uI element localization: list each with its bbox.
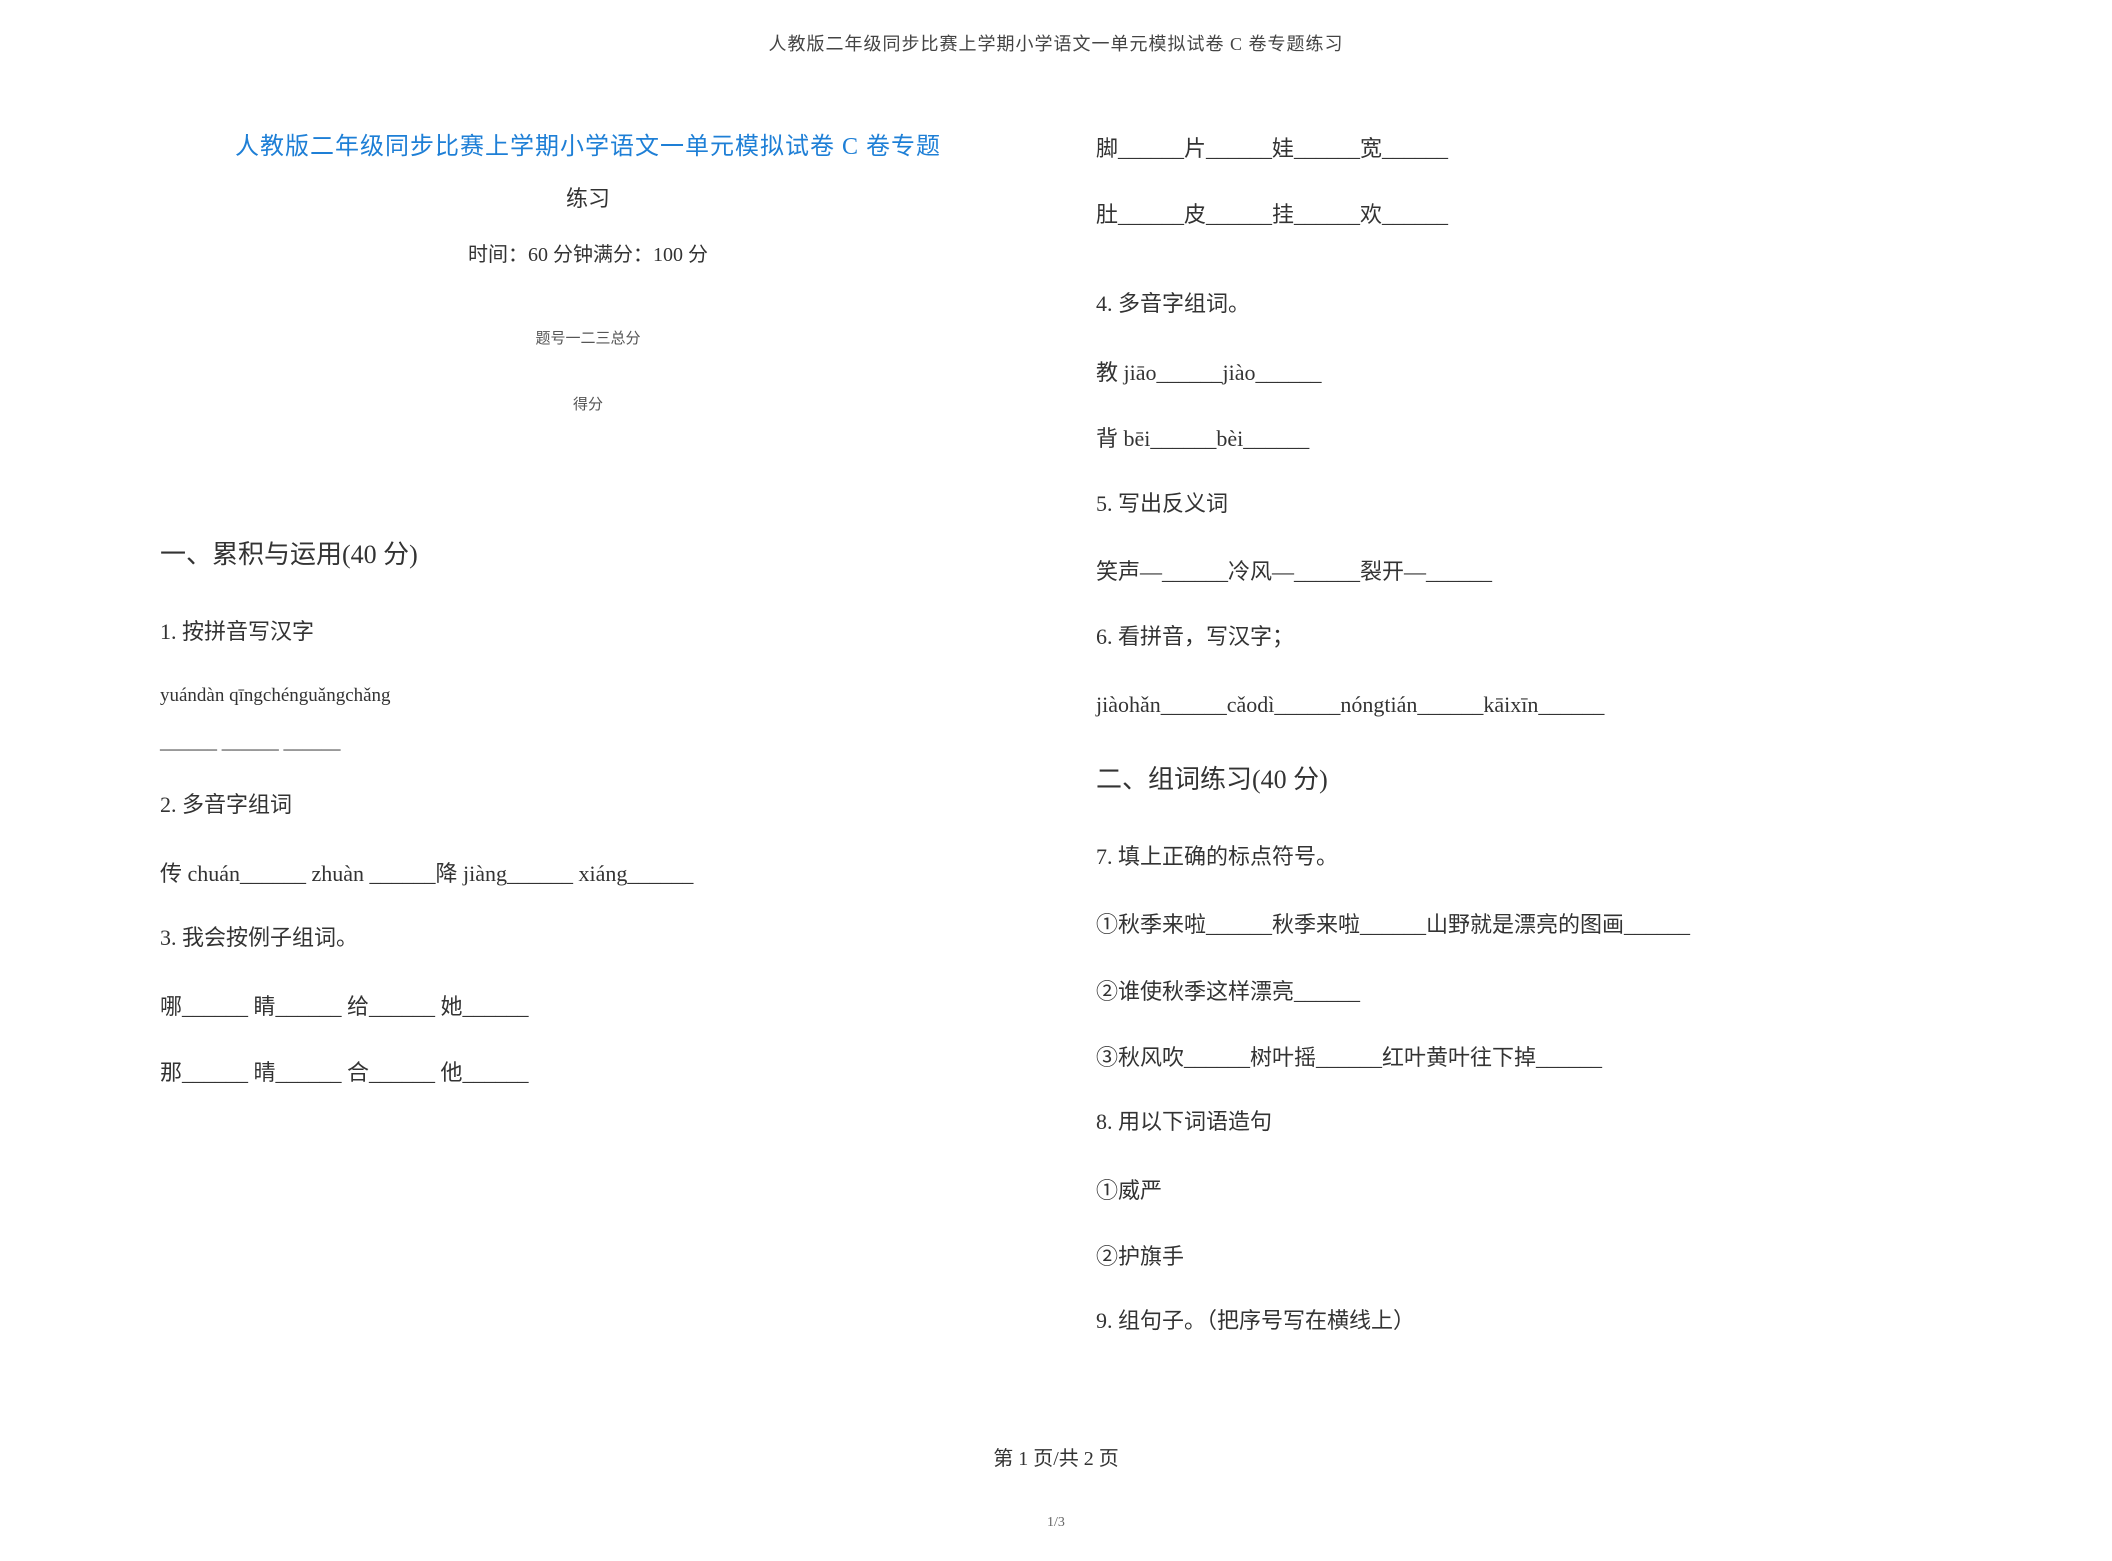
question-3-line-1: 哪______ 睛______ 给______ 她______	[160, 984, 1016, 1030]
page-footer: 第 1 页/共 2 页	[0, 1442, 2112, 1471]
title-line-2: 练习	[160, 181, 1016, 213]
time-score-info: 时间：60 分钟满分：100 分	[160, 238, 1016, 267]
page-container: 人教版二年级同步比赛上学期小学语文一单元模拟试卷 C 卷专题 练习 时间：60 …	[0, 56, 2112, 1367]
score-label: 得分	[160, 393, 1016, 414]
question-4-line-1: 教 jiāo______jiào______	[1096, 350, 1952, 396]
question-1-blanks: ______ ______ ______	[160, 732, 1016, 754]
question-2-line-1: 传 chuán______ zhuàn ______降 jiàng______ …	[160, 851, 1016, 897]
document-header: 人教版二年级同步比赛上学期小学语文一单元模拟试卷 C 卷专题练习	[0, 0, 2112, 56]
question-7-line-1: ①秋季来啦______秋季来啦______山野就是漂亮的图画______	[1096, 902, 1952, 948]
title-line-1: 人教版二年级同步比赛上学期小学语文一单元模拟试卷 C 卷专题	[160, 126, 1016, 161]
question-1-label: 1. 按拼音写汉字	[160, 611, 1016, 653]
question-3-line-4: 肚______皮______挂______欢______	[1096, 192, 1952, 238]
question-5-label: 5. 写出反义词	[1096, 483, 1952, 525]
question-7-line-2: ②谁使秋季这样漂亮______	[1096, 969, 1952, 1015]
question-3-line-2: 那______ 晴______ 合______ 他______	[160, 1050, 1016, 1096]
question-4-label: 4. 多音字组词。	[1096, 283, 1952, 325]
question-8-label: 8. 用以下词语造句	[1096, 1101, 1952, 1143]
question-1-pinyin: yuándàn qīngchénguǎngchǎng	[160, 678, 1016, 714]
question-8-line-2: ②护旗手	[1096, 1234, 1952, 1280]
question-5-line-1: 笑声—______冷风—______裂开—______	[1096, 549, 1952, 595]
question-2-label: 2. 多音字组词	[160, 784, 1016, 826]
question-7-label: 7. 填上正确的标点符号。	[1096, 836, 1952, 878]
question-8-line-1: ①威严	[1096, 1168, 1952, 1214]
section-2-title: 二、组词练习(40 分)	[1096, 759, 1952, 796]
question-7-line-3: ③秋风吹______树叶摇______红叶黄叶往下掉______	[1096, 1035, 1952, 1081]
question-3-line-3: 脚______片______娃______宽______	[1096, 126, 1952, 172]
right-column: 脚______片______娃______宽______ 肚______皮___…	[1096, 96, 1952, 1367]
left-column: 人教版二年级同步比赛上学期小学语文一单元模拟试卷 C 卷专题 练习 时间：60 …	[160, 96, 1016, 1367]
question-4-line-2: 背 bēi______bèi______	[1096, 416, 1952, 462]
question-6-label: 6. 看拼音，写汉字；	[1096, 616, 1952, 658]
question-3-label: 3. 我会按例子组词。	[160, 917, 1016, 959]
section-1-title: 一、累积与运用(40 分)	[160, 534, 1016, 571]
question-6-line-1: jiàohǎn______cǎodì______nóngtián______kā…	[1096, 682, 1952, 728]
page-subfooter: 1/3	[0, 1515, 2112, 1531]
question-9-label: 9. 组句子。（把序号写在横线上）	[1096, 1300, 1952, 1342]
score-table-header: 题号一二三总分	[160, 327, 1016, 348]
